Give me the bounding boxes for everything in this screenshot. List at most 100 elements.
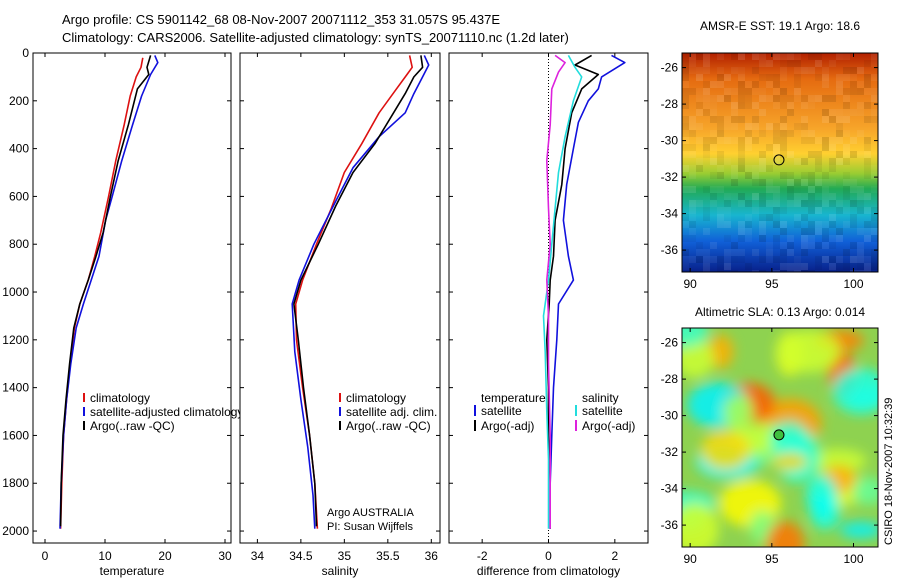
figure-title-line2: Climatology: CARS2006. Satellite-adjuste… [62, 30, 569, 45]
heatmap-cell [871, 95, 878, 102]
y-tick-label: -28 [661, 372, 679, 386]
y-tick-label: 600 [9, 189, 29, 203]
heatmap-cell [871, 109, 878, 116]
heatmap-cell [871, 74, 878, 81]
series-line-satelliteadjclim [291, 55, 430, 529]
heatmap-cell [724, 256, 731, 263]
heatmap-cell [717, 137, 724, 144]
heatmap-cell [738, 88, 745, 95]
heatmap-cell [689, 256, 696, 263]
heatmap-cell [759, 179, 766, 186]
heatmap-cell [745, 95, 752, 102]
heatmap-cell [780, 144, 787, 151]
heatmap-cell [703, 88, 710, 95]
panel-frame [32, 52, 232, 544]
x-tick-label: 100 [843, 277, 863, 291]
heatmap-cell [857, 102, 864, 109]
heatmap-cell [787, 270, 794, 272]
heatmap-cell [843, 186, 850, 193]
heatmap-cell [836, 235, 843, 242]
heatmap-cell [773, 130, 780, 137]
heatmap-cell [857, 242, 864, 249]
heatmap-cell [822, 221, 829, 228]
x-tick-label: 34 [251, 549, 265, 563]
heatmap-cell [843, 53, 850, 60]
heatmap-cell [752, 179, 759, 186]
heatmap-cell [808, 270, 815, 272]
profile-location-marker [773, 429, 785, 441]
heatmap-cell [710, 158, 717, 165]
heatmap-cell [710, 172, 717, 179]
heatmap-cell [703, 53, 710, 60]
heatmap-cell [703, 214, 710, 221]
heatmap-cell [759, 130, 766, 137]
heatmap-cell [843, 67, 850, 74]
heatmap-blob [682, 328, 709, 348]
heatmap-cell [759, 74, 766, 81]
heatmap-cell [717, 130, 724, 137]
heatmap-cell [703, 109, 710, 116]
heatmap-cell [787, 200, 794, 207]
heatmap-cell [843, 172, 850, 179]
heatmap-cell [689, 53, 696, 60]
heatmap-cell [724, 207, 731, 214]
x-tick-label: 35 [338, 549, 352, 563]
heatmap-cell [773, 186, 780, 193]
legend-label: Argo(-adj) [481, 419, 534, 433]
heatmap-cell [752, 249, 759, 256]
heatmap-cell [871, 221, 878, 228]
heatmap-cell [703, 270, 710, 272]
heatmap-blob [807, 448, 867, 473]
heatmap-cell [682, 81, 689, 88]
heatmap-cell [801, 172, 808, 179]
x-axis-label: difference from climatology [477, 564, 620, 578]
heatmap-cell [780, 151, 787, 158]
map-title: Altimetric SLA: 0.13 Argo: 0.014 [695, 305, 865, 319]
heatmap-cell [794, 53, 801, 60]
heatmap-cell [794, 193, 801, 200]
heatmap-cell [696, 102, 703, 109]
heatmap-cell [787, 193, 794, 200]
heatmap-cell [808, 186, 815, 193]
heatmap-cell [689, 67, 696, 74]
heatmap-cell [689, 186, 696, 193]
heatmap-cell [731, 88, 738, 95]
heatmap-cell [780, 270, 787, 272]
heatmap-cell [766, 200, 773, 207]
heatmap-cell [794, 200, 801, 207]
series-line-satellite [542, 55, 583, 529]
heatmap-cell [731, 53, 738, 60]
heatmap-cell [738, 53, 745, 60]
heatmap-cell [808, 53, 815, 60]
x-tick-label: 20 [158, 549, 172, 563]
heatmap-cell [745, 214, 752, 221]
heatmap-cell [710, 109, 717, 116]
heatmap-cell [759, 165, 766, 172]
y-tick-label: 400 [9, 142, 29, 156]
heatmap-field [682, 328, 878, 547]
x-tick-label: 100 [843, 552, 863, 566]
heatmap-cell [864, 158, 871, 165]
heatmap-cell [717, 74, 724, 81]
heatmap-cell [857, 228, 864, 235]
heatmap-cell [871, 53, 878, 60]
heatmap-cell [710, 186, 717, 193]
heatmap-cell [857, 193, 864, 200]
heatmap-cell [822, 200, 829, 207]
heatmap-cell [710, 81, 717, 88]
heatmap-cell [794, 95, 801, 102]
heatmap-cell [857, 81, 864, 88]
heatmap-cell [696, 137, 703, 144]
heatmap-cell [703, 249, 710, 256]
heatmap-cell [731, 123, 738, 130]
y-tick-label: -26 [661, 336, 679, 350]
heatmap-cell [682, 235, 689, 242]
heatmap-cell [780, 102, 787, 109]
heatmap-cell [794, 179, 801, 186]
heatmap-cell [780, 95, 787, 102]
heatmap-cell [752, 193, 759, 200]
heatmap-cell [801, 123, 808, 130]
heatmap-cell [731, 270, 738, 272]
heatmap-cell [710, 116, 717, 123]
heatmap-cell [780, 88, 787, 95]
